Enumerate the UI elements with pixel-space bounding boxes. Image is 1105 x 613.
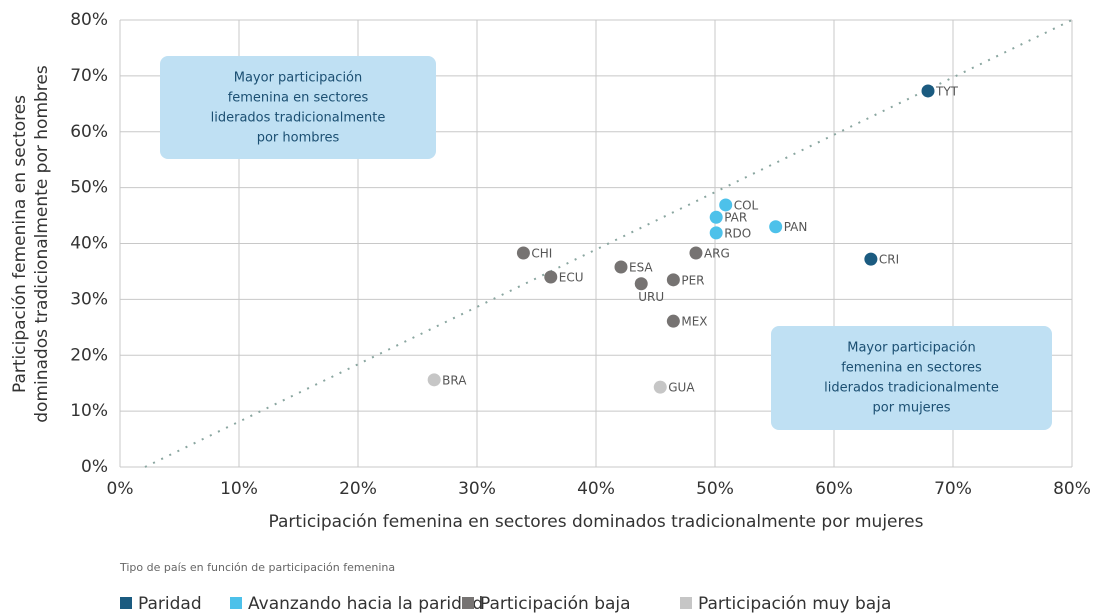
point-label: COL [734, 198, 759, 212]
point-label: CHI [531, 246, 552, 260]
legend-swatch [230, 597, 242, 609]
point-label: PAR [724, 211, 747, 225]
x-tick-label: 20% [339, 479, 377, 499]
annotation-box [160, 56, 436, 159]
point-label: ESA [629, 260, 653, 274]
x-tick-label: 40% [577, 479, 615, 499]
x-tick-label: 80% [1053, 479, 1091, 499]
y-tick-label: 60% [70, 122, 108, 142]
y-axis-label: Participación femenina en sectores [10, 95, 30, 393]
legend-swatch [120, 597, 132, 609]
x-tick-label: 0% [107, 479, 134, 499]
point [719, 198, 733, 212]
legend-label: Paridad [138, 594, 202, 613]
point [769, 220, 783, 234]
point-label: ARG [704, 246, 730, 260]
legend-title: Tipo de país en función de participación… [119, 561, 395, 574]
y-tick-label: 40% [70, 234, 108, 254]
point-label: ECU [559, 271, 584, 285]
annotation-text: Mayor participación [847, 341, 976, 356]
y-tick-label: 30% [70, 289, 108, 309]
point-label: GUA [668, 381, 695, 395]
legend-swatch [462, 597, 474, 609]
legend-label: Participación baja [480, 594, 631, 613]
point-label: TYT [935, 84, 959, 98]
point-label: PER [681, 273, 704, 287]
annotation-text: femenina en sectores [228, 91, 369, 106]
point [544, 270, 558, 284]
annotation-text: femenina en sectores [841, 361, 982, 376]
y-axis-label: dominados tradicionalmente por hombres [32, 65, 52, 423]
point-label: URU [638, 290, 664, 304]
y-tick-label: 80% [70, 10, 108, 30]
point [709, 210, 723, 224]
annotation-box [771, 326, 1052, 430]
legend-swatch [680, 597, 692, 609]
point [427, 373, 441, 387]
x-tick-label: 30% [458, 479, 496, 499]
annotation-text: liderados tradicionalmente [211, 111, 386, 126]
point [709, 226, 723, 240]
annotation-text: por mujeres [872, 401, 950, 416]
point [921, 84, 935, 98]
point [634, 277, 648, 291]
point [516, 246, 530, 260]
point-label: MEX [681, 315, 707, 329]
point-label: BRA [442, 373, 467, 387]
point [666, 314, 680, 328]
annotation-text: por hombres [257, 131, 340, 146]
point [614, 260, 628, 274]
parity-line [144, 19, 1073, 468]
x-tick-label: 10% [220, 479, 258, 499]
point [864, 252, 878, 266]
legend-label: Avanzando hacia la paridad [248, 594, 483, 613]
point [653, 380, 667, 394]
point [666, 273, 680, 287]
y-tick-label: 50% [70, 178, 108, 198]
y-tick-label: 70% [70, 66, 108, 86]
x-tick-label: 60% [815, 479, 853, 499]
x-tick-label: 50% [696, 479, 734, 499]
y-tick-label: 20% [70, 345, 108, 365]
x-tick-label: 70% [934, 479, 972, 499]
point-label: CRI [879, 253, 899, 267]
annotation-text: liderados tradicionalmente [824, 381, 999, 396]
point-label: PAN [784, 220, 808, 234]
y-tick-label: 10% [70, 401, 108, 421]
y-tick-label: 0% [81, 457, 108, 477]
legend-label: Participación muy baja [698, 594, 891, 613]
annotation-text: Mayor participación [234, 71, 363, 86]
x-axis-label: Participación femenina en sectores domin… [269, 512, 924, 532]
point-label: RDO [724, 226, 751, 240]
point [689, 246, 703, 260]
